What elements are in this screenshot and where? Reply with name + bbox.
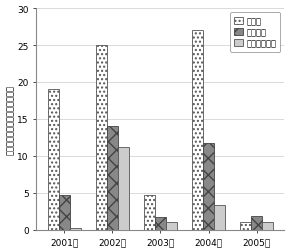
Bar [214, 206, 225, 230]
Bar [96, 46, 107, 230]
Bar [262, 223, 273, 230]
Bar [192, 31, 203, 230]
Bar [48, 90, 59, 230]
Bar [251, 216, 262, 230]
Bar [155, 217, 166, 230]
Bar [203, 144, 214, 230]
Legend: 早播き, 標準播き, 田植え後播種: 早播き, 標準播き, 田植え後播種 [230, 13, 280, 52]
Bar [70, 228, 81, 230]
Bar [144, 195, 155, 230]
Bar [118, 147, 129, 230]
Bar [166, 223, 177, 230]
Bar [107, 127, 118, 230]
Bar [59, 195, 70, 230]
Y-axis label: ダイズわい化病発病株率（％）: ダイズわい化病発病株率（％） [6, 85, 14, 154]
Bar [240, 223, 251, 230]
